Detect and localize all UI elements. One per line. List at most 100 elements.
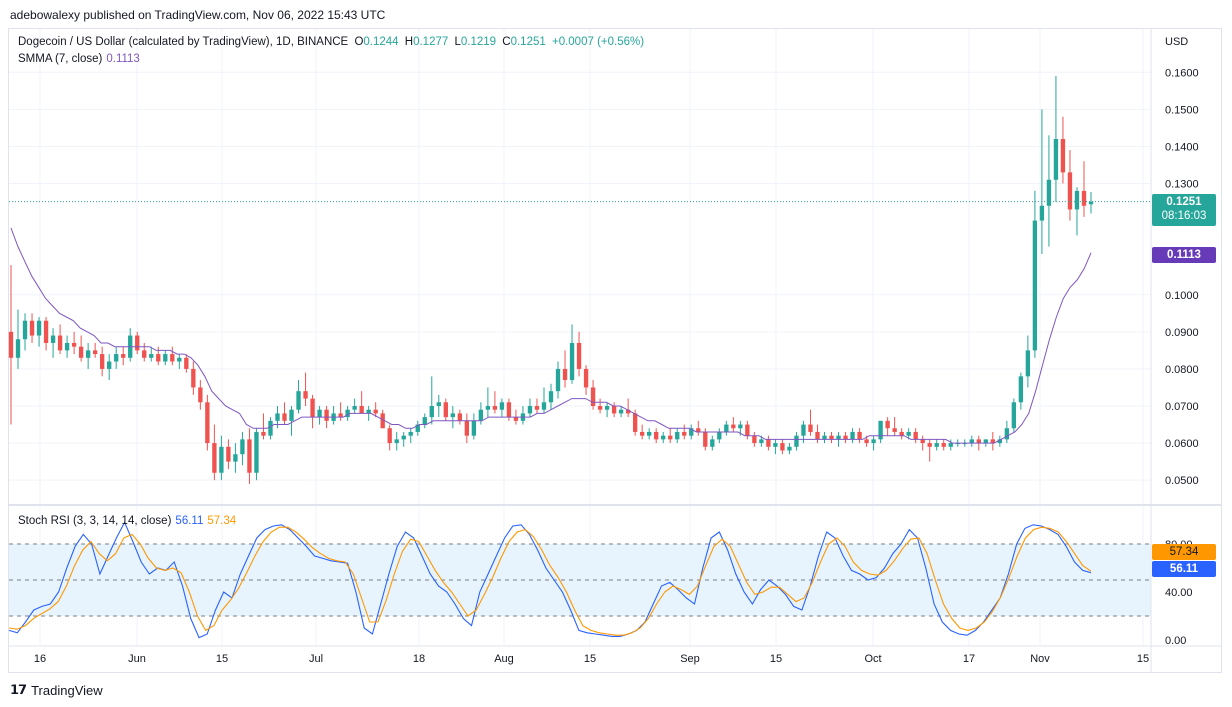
candle-body [205,402,210,444]
candle [913,428,918,444]
candle-body [731,424,736,429]
candle [1067,150,1073,221]
candle [780,439,785,455]
candle-body [836,435,841,440]
tradingview-footer[interactable]: 𝟭𝟳 TradingView [10,682,103,698]
candle [205,394,210,451]
price-tick-label: 0.0600 [1165,438,1199,450]
candle [822,431,827,444]
candle-body [471,420,477,436]
candle [534,398,540,414]
candle [787,443,792,455]
low-label: L [454,36,461,48]
candle [233,443,238,473]
candle [443,398,448,421]
candle-body [240,439,245,455]
candle-body [373,409,378,414]
candle-body [948,443,953,447]
candle-body [324,409,329,421]
candle [661,431,666,444]
time-tick-label: Sep [680,653,700,665]
candle-body [829,435,834,440]
candle [773,439,778,455]
candle-body [548,391,554,403]
candle [64,335,70,358]
candle-body [492,406,498,410]
candle [71,331,77,355]
candle-body [1011,402,1017,429]
candle [380,409,385,429]
time-tick-label: Oct [864,653,881,665]
candle-body [156,354,161,362]
candle-body [64,342,70,351]
candle [808,409,813,436]
high-value: 0.1277 [413,36,449,48]
candle-body [513,417,519,421]
candle-body [590,387,596,406]
candle-body [618,409,624,414]
time-tick-label: 18 [413,653,425,665]
symbol-legend[interactable]: Dogecoin / US Dollar (calculated by Trad… [18,36,647,48]
candle-body [1088,201,1094,205]
candle-body [843,435,848,440]
candle [85,342,91,369]
stoch-k-tag: 56.11 [1152,561,1216,577]
candle-body [78,346,84,358]
candle [668,428,673,444]
time-tick-label: Nov [1030,653,1050,665]
candle-body [555,368,561,392]
stoch-rsi-legend[interactable]: Stoch RSI (3, 3, 14, 14, close) 56.11 57.3… [18,515,236,527]
candle [415,420,420,436]
candle [878,420,883,444]
candle-body [920,439,925,444]
candle-body [562,368,568,381]
candle [885,417,890,436]
candle [745,420,750,440]
candle [485,387,491,418]
candle [717,428,722,444]
candle-body [1067,172,1073,210]
candle-body [1032,220,1038,351]
candle [611,402,617,418]
tradingview-logo-icon: 𝟭𝟳 [10,682,27,697]
candle-body [604,406,610,410]
candle-body [576,342,582,369]
smma-legend[interactable]: SMMA (7, close) 0.1113 [18,53,140,65]
stoch-rsi-label: Stoch RSI (3, 3, 14, 14, close) [18,515,172,527]
candle [548,383,554,410]
candle [457,409,463,425]
candle [345,406,350,421]
candle-body [275,413,280,421]
candle [794,431,799,451]
candle-body [541,402,547,410]
candle [948,439,953,451]
time-axis-ticks: 16 Jun 15 Jul 18 Aug 15 Sep 15 Oct 17 Nov 15 [34,653,1149,665]
candle-body [219,446,224,473]
currency-label: USD [1165,36,1188,48]
smma-line [10,227,1092,444]
candle [387,424,392,451]
candle [282,402,287,425]
candle-body [773,443,778,447]
candle-body [485,406,491,410]
candle-body [261,431,266,436]
candle-body [198,387,203,403]
candle-body [969,439,974,444]
candle [8,265,14,425]
candle-body [121,354,126,358]
candle [597,398,603,414]
candle [450,406,455,429]
candle-body [149,354,154,358]
price-tick-label: 0.0800 [1165,364,1199,376]
candle [1074,187,1080,236]
candle [114,346,119,369]
candle [29,313,35,343]
candle-body [415,424,420,432]
candle-body [1074,190,1080,210]
close-label: C [502,36,511,48]
candle [135,331,140,355]
candle [352,398,357,414]
candle [555,361,561,399]
candle-body [703,431,708,447]
